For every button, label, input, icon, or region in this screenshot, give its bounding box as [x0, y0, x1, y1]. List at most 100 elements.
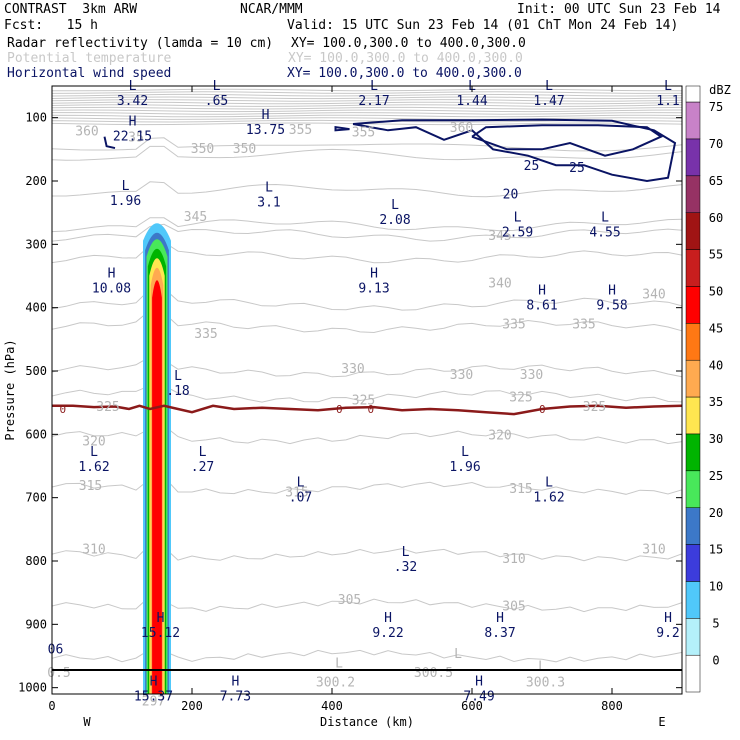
theta-line — [51, 217, 683, 233]
colorbar-level-label: 5 — [712, 617, 719, 631]
colorbar-level-label: 50 — [709, 285, 723, 299]
theta-label: 310 — [642, 542, 665, 557]
wind-extremum-value: .65 — [205, 94, 228, 109]
wind-contours — [103, 118, 677, 183]
y-tick-label: 200 — [25, 174, 47, 188]
theta-line-strat — [51, 117, 683, 120]
wind-extremum-symbol: L — [514, 211, 522, 226]
colorbar-top — [685, 85, 701, 103]
header-init: Init: 00 UTC Sun 23 Feb 14 — [517, 2, 721, 17]
wind-extremum-value: 2.08 — [379, 213, 410, 228]
theta-label: 0.5 — [47, 666, 70, 681]
theta-label: 335 — [194, 327, 217, 342]
x-tick-label: 0 — [48, 699, 55, 713]
x-tick-label: 600 — [461, 699, 483, 713]
wind-extremum-value: 13.75 — [246, 123, 285, 138]
wind-extremum-value: .18 — [166, 384, 189, 399]
theta-label: 340 — [488, 276, 511, 291]
x-tick-label: 400 — [321, 699, 343, 713]
wind-extremum-symbol: H — [475, 674, 483, 689]
wind-extremum-symbol: H — [664, 611, 672, 626]
colorbar-level-label: 20 — [709, 506, 723, 520]
colorbar-level-label: 30 — [709, 432, 723, 446]
theta-label: 325 — [583, 400, 606, 415]
theta-label: 300.5 — [414, 666, 453, 681]
y-tick-label: 600 — [25, 427, 47, 441]
colorbar-swatch — [685, 507, 701, 545]
wind-extremum-value: 06 — [48, 642, 64, 657]
theta-label: 35 — [128, 131, 144, 146]
wind-extremum-value: 2.17 — [358, 94, 389, 109]
theta-line-strat — [51, 104, 683, 107]
colorbar-swatch — [685, 212, 701, 250]
field-theta-xy: XY= 100.0,300.0 to 400.0,300.0 — [288, 51, 523, 66]
wind-extremum-symbol: L — [174, 369, 182, 384]
colorbar-level-label: 45 — [709, 322, 723, 336]
theta-label: 310 — [502, 552, 525, 567]
theta-label: 300.3 — [526, 675, 565, 690]
wind-extremum-symbol: H — [231, 674, 239, 689]
wind-extremum-value: 1.62 — [78, 460, 109, 475]
colorbar-swatch — [685, 138, 701, 177]
wind-extremum-symbol: L — [297, 475, 305, 490]
colorbar-level-label: 25 — [709, 469, 723, 483]
theta-label: 305 — [338, 593, 361, 608]
theta-label: 330 — [450, 368, 473, 383]
wind-contour-20 — [352, 118, 677, 183]
wind-extremum-symbol: H — [370, 266, 378, 281]
theta-label: 360 — [75, 124, 98, 139]
theta-label: L — [454, 647, 462, 662]
theta-label: 360 — [450, 121, 473, 136]
y-tick-label: 500 — [25, 364, 47, 378]
colorbar-swatch — [685, 654, 701, 693]
header-valid: Valid: 15 UTC Sun 23 Feb 14 (01 ChT Mon … — [287, 18, 679, 33]
theta-label: 355 — [289, 123, 312, 138]
theta-line-strat — [51, 101, 683, 105]
theta-line-strat — [51, 106, 683, 110]
wind-extremum-value: 1.44 — [456, 94, 487, 109]
freezing-level-label: 0 — [368, 403, 375, 416]
theta-label: 335 — [502, 318, 525, 333]
wind-extremum-value: 1.1 — [656, 94, 679, 109]
contour-labels: 360 35 350 350 355 355 360 345 345 340 340 335 335 33… — [47, 79, 682, 709]
wind-extremum-symbol: L — [122, 179, 130, 194]
wind-extremum-value: 15.37 — [134, 689, 173, 704]
wind-extremum-value: 1.96 — [110, 194, 141, 209]
x-tick-label: 800 — [601, 699, 623, 713]
y-tick-label: 900 — [25, 617, 47, 631]
theta-label: 345 — [184, 210, 207, 225]
theta-label: 350 — [233, 142, 256, 157]
wind-extremum-value: 7.49 — [463, 689, 494, 704]
wind-extremum-value: 8.61 — [526, 299, 557, 314]
wind-extremum-value: 10.08 — [92, 281, 131, 296]
wind-extremum-value: 3.42 — [117, 94, 148, 109]
wind-extremum-value: 9.2 — [656, 626, 679, 641]
colorbar-level-label: 55 — [709, 248, 723, 262]
colorbar-unit: dBZ — [709, 83, 731, 97]
wind-extremum-symbol: L — [391, 198, 399, 213]
theta-line-strat — [51, 96, 683, 100]
y-tick-label: 800 — [25, 554, 47, 568]
colorbar-level-label: 70 — [709, 137, 723, 151]
wind-extremum-symbol: H — [384, 611, 392, 626]
wind-extremum-symbol: H — [538, 284, 546, 299]
wind-extremum-value: 15.12 — [141, 626, 180, 641]
theta-line-strat — [51, 91, 683, 94]
wind-extremum-symbol: L — [265, 180, 273, 195]
colorbar-level-label: 35 — [709, 395, 723, 409]
colorbar-level-label: 0 — [712, 653, 719, 667]
wind-extremum-value: 9.22 — [372, 626, 403, 641]
theta-label: 325 — [96, 400, 119, 415]
freezing-level-label: 0 — [336, 403, 343, 416]
wind-extremum-symbol: H — [262, 108, 270, 123]
y-tick-label: 100 — [25, 111, 47, 125]
header-model: CONTRAST 3km ARW — [4, 2, 138, 17]
wind-extremum-value: 7.73 — [220, 689, 251, 704]
reflectivity-50dbz — [152, 280, 162, 694]
freezing-level-label: 0 — [539, 403, 546, 416]
wind-extremum-value: 3.1 — [257, 195, 280, 210]
wind-extremum-value: 1.96 — [449, 460, 480, 475]
field-reflectivity-name: Radar reflectivity (lamda = 10 cm) — [7, 36, 274, 51]
colorbar-swatch — [685, 175, 701, 213]
